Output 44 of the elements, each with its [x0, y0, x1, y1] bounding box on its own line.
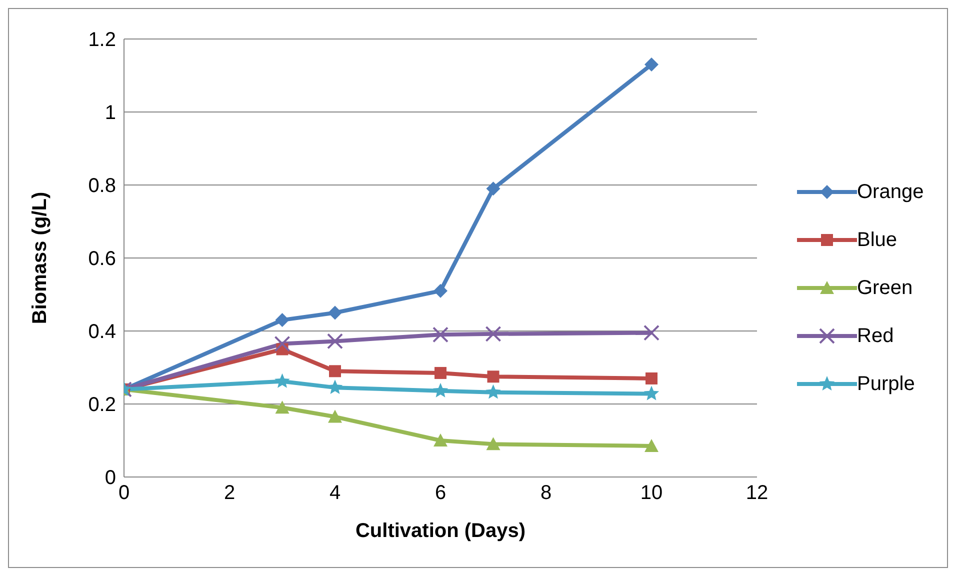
y-axis-title: Biomass (g/L)	[29, 192, 52, 324]
y-tick-label: 0.8	[88, 175, 116, 198]
point	[486, 437, 500, 450]
point	[327, 380, 343, 394]
legend-label: Orange	[857, 180, 924, 204]
point	[644, 324, 660, 341]
legend-label: Green	[857, 276, 913, 300]
x-tick-label: 6	[434, 482, 446, 504]
point	[432, 326, 448, 343]
point	[329, 365, 341, 378]
x-axis-title: Cultivation (Days)	[355, 520, 526, 542]
point	[434, 434, 448, 446]
x-tick-label: 10	[640, 482, 663, 504]
y-tick-label: 0.4	[88, 321, 116, 344]
legend-label: Blue	[857, 228, 898, 252]
legend-label: Red	[857, 324, 894, 348]
point	[644, 58, 658, 72]
point	[485, 326, 502, 342]
point	[434, 284, 448, 298]
point	[327, 333, 343, 350]
point	[328, 410, 342, 423]
x-tick-label: 12	[746, 482, 768, 504]
point	[486, 384, 501, 399]
y-tick-label: 0.2	[88, 394, 116, 416]
y-tick-label: 0.6	[88, 248, 116, 270]
y-tick-label: 1	[104, 102, 116, 124]
point	[644, 386, 660, 400]
point	[432, 382, 448, 398]
point	[275, 400, 290, 414]
point	[328, 306, 342, 320]
y-tick-label: 0	[104, 467, 116, 490]
x-tick-label: 8	[540, 482, 552, 504]
legend-label: Purple	[857, 372, 915, 396]
point	[274, 336, 290, 352]
point	[486, 182, 500, 196]
y-tick-label: 1.2	[88, 29, 116, 52]
point	[487, 370, 500, 383]
x-tick-label: 2	[224, 482, 236, 504]
point	[644, 438, 658, 452]
point	[274, 373, 290, 388]
point	[275, 313, 290, 328]
point	[434, 366, 446, 379]
point	[646, 372, 658, 384]
x-tick-label: 4	[329, 482, 341, 504]
